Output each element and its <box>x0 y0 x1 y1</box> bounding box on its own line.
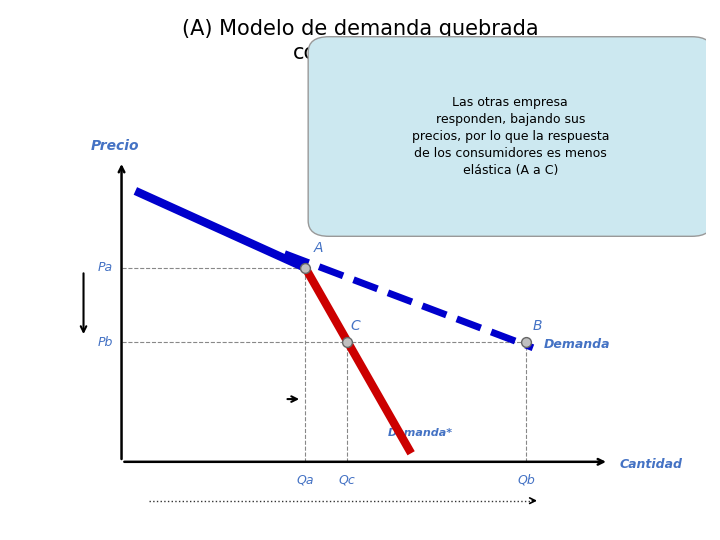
Text: B: B <box>533 319 542 333</box>
Text: Demanda*: Demanda* <box>388 428 454 438</box>
Text: A: A <box>314 241 323 255</box>
Text: Cantidad: Cantidad <box>619 458 683 471</box>
Text: Qc: Qc <box>338 473 355 486</box>
Text: Qa: Qa <box>297 473 314 486</box>
Text: Pa: Pa <box>98 261 113 274</box>
Text: Qb: Qb <box>517 473 535 486</box>
Point <box>341 338 353 346</box>
Text: Precio: Precio <box>91 139 139 153</box>
Point <box>300 264 311 272</box>
Text: Demanda: Demanda <box>544 338 610 351</box>
FancyBboxPatch shape <box>308 37 713 237</box>
Text: Pb: Pb <box>98 335 113 348</box>
Text: (A) Modelo de demanda quebrada
continuación: (A) Modelo de demanda quebrada continuac… <box>181 18 539 63</box>
Point <box>521 338 532 346</box>
Text: Las otras empresa
responden, bajando sus
precios, por lo que la respuesta
de los: Las otras empresa responden, bajando sus… <box>412 96 609 177</box>
Text: C: C <box>350 319 360 333</box>
